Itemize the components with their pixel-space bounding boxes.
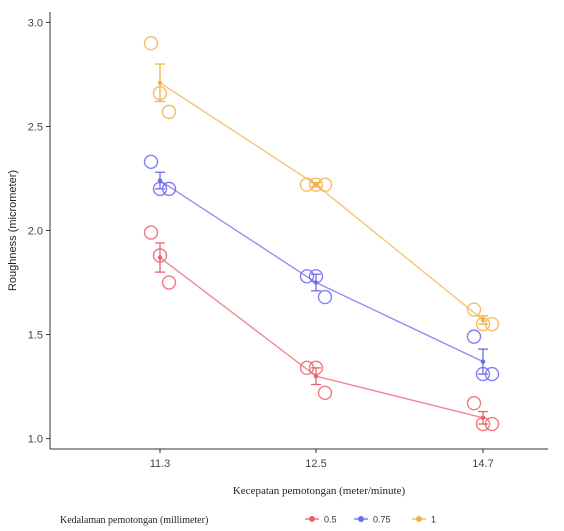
data-point	[308, 177, 324, 192]
x-tick-label: 14.7	[472, 458, 493, 470]
data-points-layer	[143, 36, 500, 432]
y-tick-label: 1.5	[28, 330, 43, 342]
data-point	[143, 225, 159, 240]
y-axis-title: Roughness (micrometer)	[7, 170, 19, 291]
legend: Kedalaman pemotongan (millimeter) 0.5 0.75…	[60, 515, 436, 527]
legend-key-dot	[309, 516, 315, 522]
axes-layer: 1.0 1.5 2.0 2.5 3.0 11.3 12.5 14.7 Kecepatan pem…	[7, 12, 548, 497]
y-tick-label: 2.0	[28, 226, 43, 238]
series-line	[159, 179, 484, 363]
y-tick-label: 1.0	[28, 434, 43, 446]
data-point	[317, 385, 333, 401]
data-point	[161, 104, 177, 120]
mean-point	[313, 373, 319, 379]
data-point	[317, 177, 333, 192]
data-point	[466, 302, 482, 317]
data-point	[143, 154, 159, 170]
x-axis-title: Kecepatan pemotongan (meter/minute)	[233, 485, 406, 497]
mean-point	[157, 80, 163, 85]
mean-point	[157, 178, 163, 183]
y-tick-label: 3.0	[28, 17, 43, 29]
legend-key-dot	[358, 516, 364, 522]
legend-entry-label: 0.5	[324, 515, 337, 525]
legend-entry-label: 0.75	[373, 515, 391, 525]
mean-point	[313, 182, 319, 187]
mean-point	[480, 317, 486, 323]
mean-point	[157, 255, 163, 260]
mean-point	[480, 415, 486, 420]
data-point	[143, 36, 159, 51]
mean-point	[480, 359, 486, 364]
y-tick-label: 2.5	[28, 121, 43, 133]
legend-entry-label: 1	[431, 515, 436, 525]
legend-title: Kedalaman pemotongan (millimeter)	[60, 515, 208, 526]
data-point	[466, 329, 482, 344]
mean-point	[313, 280, 319, 285]
data-point	[466, 396, 482, 411]
legend-key-dot	[416, 516, 422, 522]
x-tick-label: 11.3	[150, 458, 171, 470]
data-point	[299, 269, 315, 284]
data-point	[317, 289, 333, 305]
series-lines-layer	[155, 63, 488, 425]
x-tick-label: 12.5	[305, 458, 326, 470]
data-point	[161, 275, 177, 290]
